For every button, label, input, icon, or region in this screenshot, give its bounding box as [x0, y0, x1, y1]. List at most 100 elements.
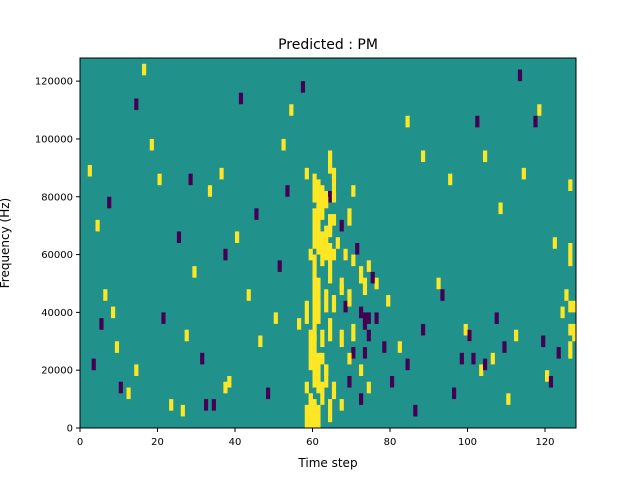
heatmap-run	[347, 352, 352, 365]
heatmap-run	[316, 277, 321, 324]
chart-title: Predicted : PM	[278, 37, 378, 53]
heatmap-cell	[207, 185, 213, 197]
heatmap-run	[362, 312, 368, 330]
x-tick-label: 0	[77, 437, 83, 448]
heatmap-cell	[223, 381, 228, 394]
heatmap-cell	[339, 219, 344, 232]
heatmap-cell	[502, 341, 507, 353]
heatmap-cell	[149, 138, 154, 151]
x-tick-label: 60	[306, 437, 319, 448]
heatmap-run	[572, 323, 577, 342]
heatmap-run	[328, 399, 333, 423]
heatmap-run	[359, 306, 364, 319]
heatmap-cell	[452, 387, 457, 400]
heatmap-cell	[405, 115, 410, 128]
heatmap-cell	[331, 214, 337, 226]
heatmap-cell	[483, 358, 488, 371]
heatmap-cell	[475, 115, 480, 128]
heatmap-cell	[157, 173, 162, 186]
heatmap-cell	[374, 312, 379, 324]
plot-area	[79, 57, 577, 429]
heatmap-run	[316, 352, 321, 394]
heatmap-run	[320, 185, 325, 220]
heatmap-cell	[494, 312, 499, 324]
heatmap-cell	[533, 115, 538, 128]
heatmap-cell	[374, 277, 379, 290]
heatmap-cell	[421, 150, 426, 163]
heatmap-cell	[277, 260, 282, 272]
heatmap-cell	[366, 312, 371, 324]
y-axis-ticks: 0 20000 40000 60000 80000 100000 120000	[35, 77, 80, 435]
heatmap-cell	[343, 300, 348, 313]
x-tick-label: 80	[384, 437, 397, 448]
heatmap-cell	[254, 208, 259, 220]
heatmap-run	[312, 347, 317, 388]
heatmap-run	[331, 295, 337, 313]
heatmap-run	[304, 167, 309, 180]
heatmap-cell	[467, 329, 472, 342]
x-axis-ticks: 0 20 40 60 80 100 120	[77, 428, 555, 448]
heatmap-cell	[537, 104, 542, 116]
heatmap-run	[366, 329, 371, 342]
heatmap-cells	[87, 63, 577, 429]
heatmap-cell	[397, 341, 402, 353]
heatmap-run	[359, 266, 364, 284]
heatmap-cell	[328, 225, 333, 238]
heatmap-cell	[300, 81, 306, 93]
heatmap-cell	[126, 387, 131, 400]
heatmap-cell	[343, 248, 348, 261]
y-tick-label: 80000	[41, 192, 73, 203]
heatmap-cell	[176, 231, 182, 243]
heatmap-cell	[103, 289, 108, 301]
heatmap-cell	[436, 277, 441, 290]
heatmap-run	[312, 254, 317, 342]
heatmap-cell	[448, 173, 453, 186]
heatmap-cell	[506, 393, 511, 405]
heatmap-cell	[180, 404, 185, 417]
heatmap-cell	[517, 69, 523, 82]
x-tick-label: 20	[151, 437, 164, 448]
heatmap-cell	[114, 341, 120, 353]
heatmap-cell	[142, 63, 147, 76]
heatmap-run	[366, 381, 371, 394]
heatmap-cell	[169, 399, 174, 411]
heatmap-cell	[192, 266, 197, 278]
heatmap-run	[312, 399, 317, 428]
heatmap-run	[568, 243, 573, 267]
heatmap-cell	[459, 352, 464, 365]
heatmap-cell	[386, 295, 391, 307]
heatmap-run	[304, 404, 309, 429]
heatmap-cell	[552, 237, 557, 249]
heatmap-cell	[351, 347, 356, 359]
heatmap-cell	[219, 167, 224, 180]
heatmap-cell	[227, 375, 232, 388]
heatmap-run	[568, 300, 573, 313]
heatmap-cell	[560, 306, 565, 319]
heatmap-cell	[335, 237, 340, 249]
heatmap-cell	[359, 364, 364, 376]
heatmap-cell	[204, 399, 209, 411]
heatmap-cell	[111, 306, 116, 319]
heatmap-cell	[359, 393, 364, 405]
heatmap-run	[347, 208, 352, 226]
heatmap-run	[347, 289, 352, 307]
heatmap-run	[339, 399, 344, 411]
heatmap-run	[339, 329, 344, 348]
heatmap-cell	[118, 381, 123, 394]
heatmap-run	[331, 167, 337, 203]
heatmap-cell	[483, 150, 488, 163]
x-tick-label: 120	[535, 437, 554, 448]
y-tick-label: 40000	[41, 308, 73, 319]
heatmap-run	[320, 381, 325, 405]
heatmap-cell	[370, 271, 375, 284]
heatmap-cell	[107, 196, 112, 209]
y-tick-label: 120000	[35, 77, 73, 88]
heatmap-cell	[413, 404, 418, 417]
heatmap-run	[308, 393, 313, 428]
heatmap-cell	[281, 138, 286, 151]
heatmap-run	[328, 243, 333, 284]
heatmap-run	[316, 179, 321, 255]
heatmap-run	[308, 329, 313, 371]
heatmap-cell	[200, 352, 205, 365]
heatmap-cell	[366, 260, 371, 272]
